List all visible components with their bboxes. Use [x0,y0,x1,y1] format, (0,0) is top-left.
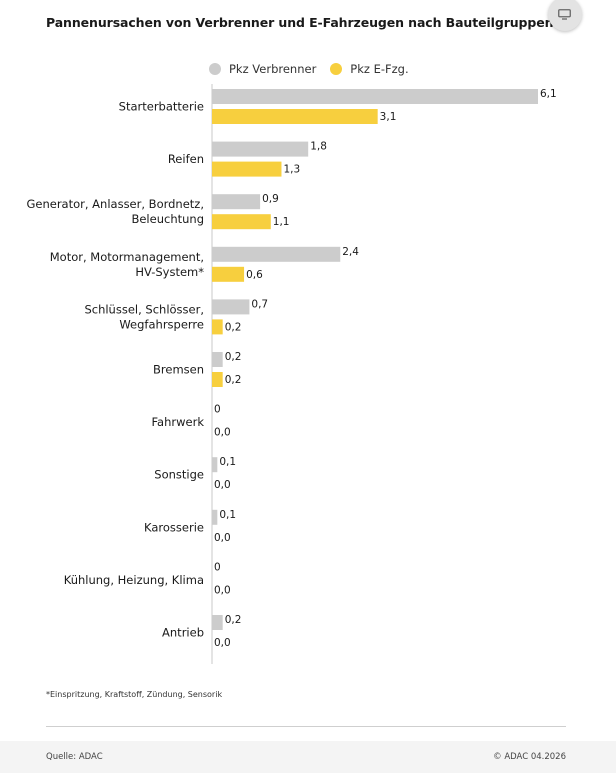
value-label-efzg: 0,0 [214,637,231,649]
category-label-line: Generator, Anlasser, Bordnetz, [26,197,204,211]
bar-verbrenner[interactable] [212,246,341,262]
bar-efzg[interactable] [212,161,282,177]
category-label-line: Bremsen [153,363,204,377]
value-label-verbrenner: 0 [214,561,221,573]
legend-label-efzg: Pkz E-Fzg. [350,62,409,76]
value-label-efzg: 0,2 [225,374,242,386]
value-label-verbrenner: 0,1 [219,456,236,468]
value-label-verbrenner: 0,9 [262,193,279,205]
bar-efzg[interactable] [212,214,271,230]
legend-item-verbrenner[interactable]: Pkz Verbrenner [209,62,316,76]
chart-title: Pannenursachen von Verbrenner und E-Fahr… [46,15,554,30]
category-label: Bremsen [153,363,204,377]
bar-verbrenner[interactable] [212,509,218,525]
legend-item-efzg[interactable]: Pkz E-Fzg. [330,62,409,76]
bar-verbrenner[interactable] [212,299,250,315]
category-label-line: Kühlung, Heizung, Klima [64,573,204,587]
category-label: Schlüssel, Schlösser, Wegfahrsperre [84,302,204,331]
category-label-line: Reifen [168,152,204,166]
bar-efzg[interactable] [212,319,223,335]
display-toggle-button[interactable] [548,0,582,31]
category-label: Antrieb [162,626,204,640]
bar-efzg[interactable] [212,109,378,124]
category-label: Starterbatterie [119,100,204,114]
bar-verbrenner[interactable] [212,194,261,210]
value-label-efzg: 0,6 [246,269,263,281]
value-label-efzg: 0,2 [225,321,242,333]
category-label: Karosserie [144,520,204,534]
bar-verbrenner[interactable] [212,89,538,104]
footer-bar [0,741,616,773]
value-label-verbrenner: 6,1 [540,88,557,100]
category-label: Reifen [168,152,204,166]
category-label-line: Fahrwerk [152,415,205,429]
value-label-efzg: 0,0 [214,427,231,439]
category-label: Motor, Motormanagement, HV-System* [50,250,205,279]
value-label-verbrenner: 0,1 [219,509,236,521]
divider [46,726,566,727]
value-label-efzg: 0,0 [214,532,231,544]
bar-efzg[interactable] [212,372,223,387]
category-label: Sonstige [154,468,204,482]
bar-verbrenner[interactable] [212,352,223,367]
bar-chart: Starterbatterie 6,1 3,1 Reifen 1,8 1,3 Generat… [26,84,557,664]
value-label-efzg: 0,0 [214,479,231,491]
value-label-efzg: 0,0 [214,584,231,596]
category-label-line: Schlüssel, Schlösser, [84,302,204,316]
value-label-efzg: 3,1 [380,111,397,123]
category-label-line: Wegfahrsperre [119,317,204,331]
category-label-line: Karosserie [144,520,204,534]
category-label: Kühlung, Heizung, Klima [64,573,204,587]
legend-swatch-verbrenner [209,63,221,75]
source-label: Quelle: ADAC [46,752,103,762]
category-label: Fahrwerk [152,415,205,429]
category-label-line: HV-System* [135,265,204,279]
category-label-line: Beleuchtung [131,212,204,226]
value-label-verbrenner: 1,8 [310,141,327,153]
bar-verbrenner[interactable] [212,457,218,473]
category-label-line: Starterbatterie [119,100,204,114]
value-label-verbrenner: 0,7 [251,298,268,310]
value-label-efzg: 1,1 [273,216,290,228]
category-label-line: Sonstige [154,468,204,482]
category-label-line: Motor, Motormanagement, [50,250,204,264]
footnote: *Einspritzung, Kraftstoff, Zündung, Sens… [46,690,223,699]
value-label-verbrenner: 0 [214,404,221,416]
value-label-efzg: 1,3 [283,164,300,176]
legend-label-verbrenner: Pkz Verbrenner [229,62,317,76]
bar-verbrenner[interactable] [212,615,223,630]
value-label-verbrenner: 0,2 [225,614,242,626]
bar-verbrenner[interactable] [212,141,309,157]
legend: Pkz Verbrenner Pkz E-Fzg. [209,60,423,78]
value-label-verbrenner: 2,4 [342,246,359,258]
monitor-icon [558,9,571,20]
legend-swatch-efzg [330,63,343,75]
copyright-label: © ADAC 04.2026 [493,752,566,762]
category-label: Generator, Anlasser, Bordnetz, Beleuchtun… [26,197,204,226]
bar-efzg[interactable] [212,266,245,282]
value-label-verbrenner: 0,2 [225,351,242,363]
category-label-line: Antrieb [162,626,204,640]
